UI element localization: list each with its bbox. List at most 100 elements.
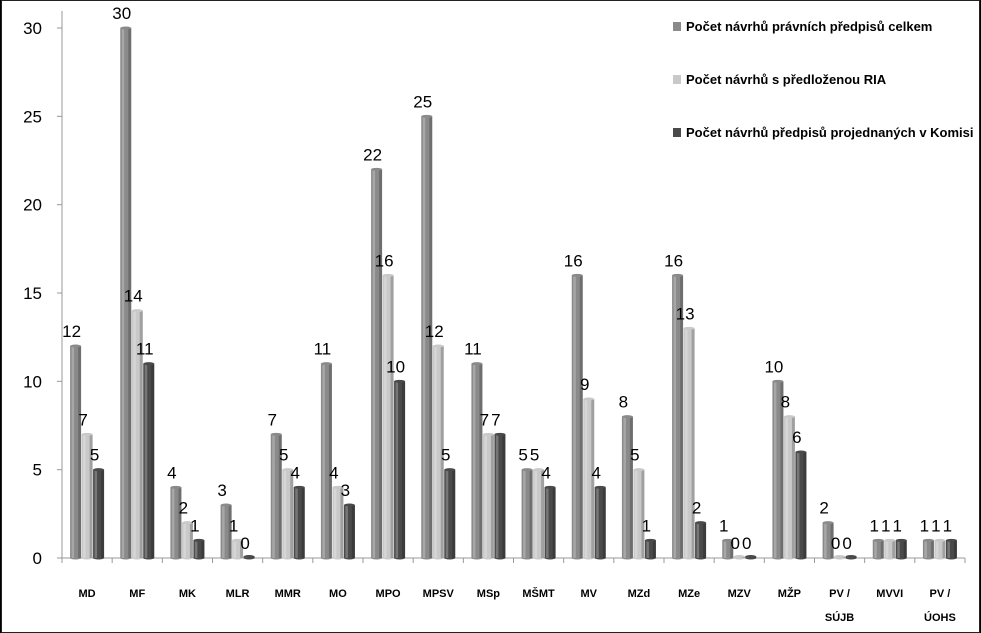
bar-highlight [283, 469, 287, 558]
bar-ria [382, 273, 394, 560]
data-label: 11 [136, 340, 154, 359]
bar-highlight [71, 346, 75, 558]
data-label: 5 [90, 446, 99, 465]
bar-ria [533, 468, 545, 560]
legend: Počet návrhů právních předpisů celkem Po… [670, 17, 975, 143]
bar-body [533, 469, 545, 558]
data-label: 1 [893, 516, 902, 535]
bar-body [683, 328, 695, 558]
bar-shade [290, 469, 294, 558]
data-label: 22 [363, 145, 382, 164]
data-label: 7 [78, 410, 87, 429]
bar-cap [371, 167, 383, 171]
bar-highlight [272, 434, 275, 558]
bar-total [922, 538, 934, 560]
bar-total [621, 415, 633, 560]
data-label: 8 [781, 393, 790, 412]
bar-body [343, 505, 355, 558]
y-tick-label: 10 [23, 372, 42, 391]
data-label: 0 [731, 534, 740, 553]
bar-cap [795, 450, 807, 454]
data-label: 1 [190, 516, 199, 535]
category-label: SÚJB [825, 611, 854, 624]
bar-highlight [94, 469, 98, 558]
bar-commission [494, 432, 506, 560]
bar-total [521, 468, 533, 560]
bar-highlight [773, 381, 777, 558]
bar-shade [730, 540, 734, 558]
bar-highlight [183, 522, 186, 558]
bar-highlight [523, 469, 526, 558]
bar-body [822, 522, 834, 558]
data-label: 2 [179, 499, 188, 518]
bar-shade [228, 505, 232, 558]
bar-body [544, 487, 556, 558]
bar-shade [591, 399, 595, 558]
bar-total [170, 485, 182, 560]
bar-shade [240, 540, 244, 558]
bar-cap [544, 485, 556, 489]
bar-highlight [384, 275, 387, 558]
bar-body [872, 540, 884, 558]
bar-commission [544, 485, 556, 560]
bar-highlight [83, 434, 86, 558]
bar-highlight [924, 540, 927, 558]
bar-total [571, 273, 583, 560]
bar-shade [680, 275, 684, 558]
bar-body [193, 540, 205, 558]
bar-body [293, 487, 305, 558]
data-label: 5 [630, 446, 639, 465]
data-label: 0 [842, 534, 851, 553]
y-tick-label: 15 [23, 284, 42, 303]
data-label: 1 [943, 516, 952, 535]
legend-swatch-ria [673, 75, 681, 84]
bar-shade [390, 275, 394, 558]
bar-highlight [785, 416, 788, 558]
bar-highlight [395, 381, 399, 558]
bar-ria [733, 555, 745, 560]
bar-highlight [222, 505, 225, 558]
data-label: 0 [831, 534, 840, 553]
data-label: 1 [229, 516, 238, 535]
bar-body [432, 346, 444, 558]
bar-shade [892, 540, 896, 558]
bar-cap [683, 326, 695, 330]
data-label: 16 [664, 251, 683, 270]
bar-commission [745, 555, 757, 560]
bar-shade [803, 452, 807, 558]
bar-cap [533, 468, 545, 472]
bar-ria [834, 555, 846, 560]
bar-highlight [573, 275, 576, 558]
bar-highlight [534, 469, 538, 558]
bar-shade [502, 434, 506, 558]
data-label: 12 [425, 322, 444, 341]
bar-total [371, 167, 383, 560]
y-tick-label: 0 [33, 549, 42, 568]
bar-cap [583, 397, 595, 401]
bar-shade [791, 416, 795, 558]
bar-total [872, 538, 884, 560]
bar-shade [641, 469, 645, 558]
bar-commission [444, 468, 456, 560]
bar-cap [471, 362, 483, 366]
bar-commission [695, 521, 707, 560]
bar-highlight [885, 540, 889, 558]
bar-shade [151, 363, 155, 558]
bar-ria [482, 432, 494, 560]
bar-cap [571, 273, 583, 277]
bar-highlight [796, 452, 800, 558]
bar-shade [629, 416, 633, 558]
bar-shade [529, 469, 533, 558]
category-label: MK [179, 588, 196, 600]
bar-shade [278, 434, 282, 558]
bar-cap [945, 538, 957, 542]
bar-highlight [333, 487, 337, 558]
data-label: 25 [413, 92, 432, 111]
category-label: PV / [829, 588, 850, 600]
bar-shade [402, 381, 406, 558]
bar-total [421, 114, 433, 560]
bar-shade [340, 487, 344, 558]
bar-cap [922, 538, 934, 542]
bar-cap [672, 273, 684, 277]
